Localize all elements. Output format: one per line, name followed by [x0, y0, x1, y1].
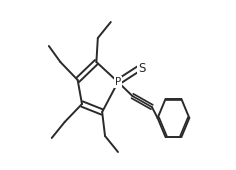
Text: S: S [138, 62, 145, 74]
Text: P: P [115, 77, 121, 87]
